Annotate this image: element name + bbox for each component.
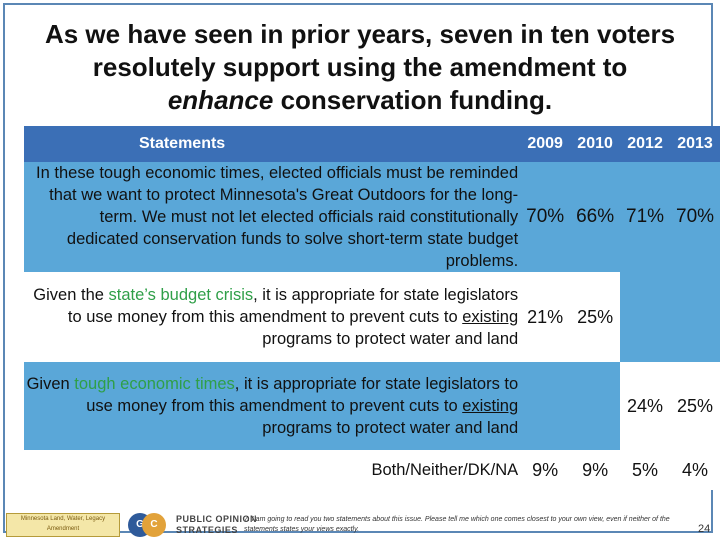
value-cell [670, 272, 720, 362]
table-row: In these tough economic times, elected o… [24, 162, 720, 272]
header-2009: 2009 [520, 126, 571, 162]
page-number: 24 [698, 523, 711, 535]
statement-text: , it is appropriate for state legislator… [67, 286, 519, 326]
title-line-2: resolutely support using the amendment t… [92, 52, 628, 82]
value-cell [520, 362, 571, 450]
value-cell: 70% [520, 162, 571, 272]
value-cell: 24% [620, 362, 671, 450]
title-emphasis: enhance [167, 85, 274, 115]
table-row: Given tough economic times, it is approp… [24, 362, 720, 450]
statement-cell: Given the state’s budget crisis, it is a… [24, 272, 521, 362]
pos-logo-line: PUBLIC OPINION [176, 514, 258, 524]
statement-highlight: tough economic times [74, 375, 235, 393]
value-cell: 9% [520, 450, 571, 490]
table-row: Both/Neither/DK/NA 9% 9% 5% 4% [24, 450, 720, 490]
statement-cell: Both/Neither/DK/NA [24, 450, 521, 490]
value-cell: 21% [520, 272, 571, 362]
statement-cell: In these tough economic times, elected o… [24, 162, 521, 272]
pos-logo-line: STRATEGIES [176, 525, 238, 535]
statement-cell: Given tough economic times, it is approp… [24, 362, 521, 450]
pos-logo: PUBLIC OPINION STRATEGIES [176, 514, 257, 536]
statement-highlight: state’s budget crisis [108, 286, 254, 304]
value-cell: 71% [620, 162, 671, 272]
statement-text: Given the [33, 286, 109, 304]
value-cell: 4% [670, 450, 720, 490]
value-cell: 66% [570, 162, 621, 272]
logo-circle-icon: C [142, 513, 166, 537]
header-2010: 2010 [570, 126, 621, 162]
statement-text: , it is appropriate for state legislator… [86, 375, 519, 415]
statement-text: programs to protect water and land [262, 330, 519, 348]
title-line-3: enhance conservation funding. [10, 84, 710, 117]
value-cell: 9% [570, 450, 621, 490]
statement-text: programs to protect water and land [262, 419, 519, 437]
header-2013: 2013 [670, 126, 720, 162]
value-cell: 25% [570, 272, 621, 362]
slide-title: As we have seen in prior years, seven in… [10, 18, 710, 117]
value-cell: 70% [670, 162, 720, 272]
header-2012: 2012 [620, 126, 671, 162]
statement-underline: existing [462, 397, 519, 415]
table-row: Given the state’s budget crisis, it is a… [24, 272, 720, 362]
table-header-row: Statements 2009 2010 2012 2013 [24, 126, 720, 162]
title-line-3-rest: conservation funding. [273, 85, 553, 115]
question-note: 7. I am going to read you two statements… [244, 516, 670, 533]
partner-logo: G C [128, 513, 172, 537]
statement-underline: existing [462, 308, 519, 326]
header-statements: Statements [24, 126, 521, 162]
value-cell: 5% [620, 450, 671, 490]
results-table: Statements 2009 2010 2012 2013 In these … [24, 126, 720, 490]
value-cell [620, 272, 671, 362]
value-cell: 25% [670, 362, 720, 450]
statement-text: Given [26, 375, 75, 393]
title-line-1: As we have seen in prior years, seven in… [44, 19, 676, 49]
value-cell [570, 362, 621, 450]
footer: Minnesota Land, Water, Legacy Amendment … [0, 505, 720, 540]
amendment-logo: Minnesota Land, Water, Legacy Amendment [6, 513, 120, 537]
